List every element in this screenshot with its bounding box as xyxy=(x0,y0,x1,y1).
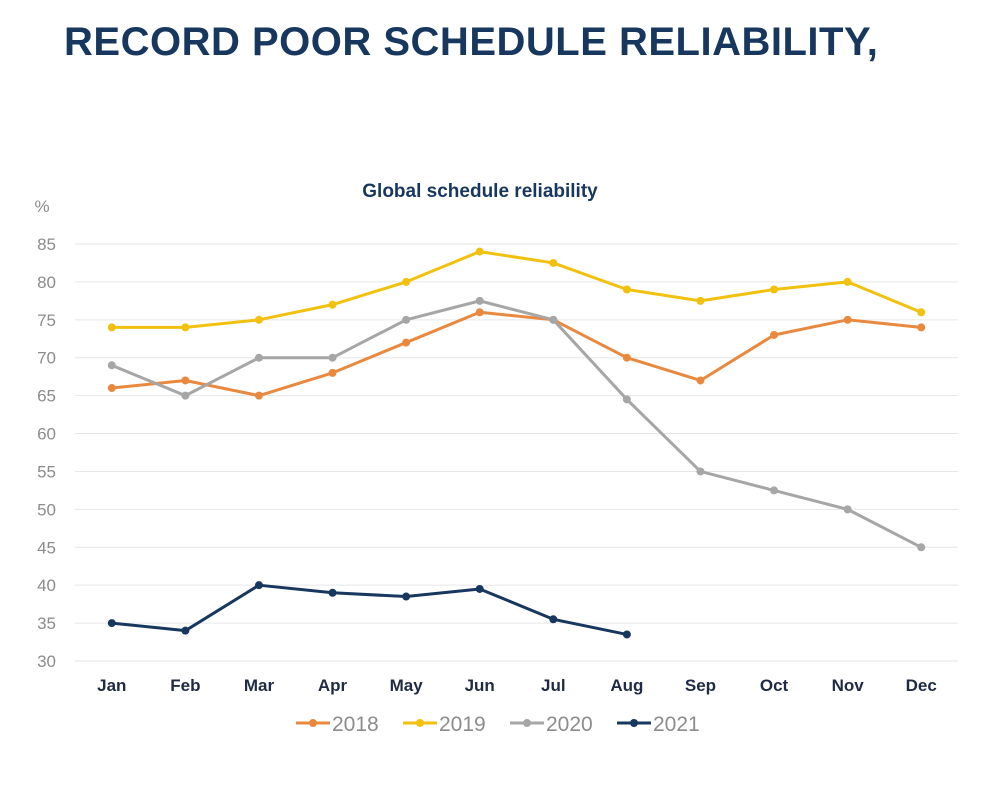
data-point xyxy=(107,323,116,332)
y-tick-label: 65 xyxy=(37,387,56,406)
data-point xyxy=(181,626,190,635)
legend-item-2019: 2019 xyxy=(403,713,486,736)
data-point xyxy=(254,391,263,400)
x-tick-label: Nov xyxy=(832,676,865,695)
gridlines xyxy=(75,243,958,662)
data-point xyxy=(622,285,631,294)
legend-label: 2021 xyxy=(653,713,700,736)
y-tick-label: 45 xyxy=(37,538,56,557)
series-2019 xyxy=(107,247,926,332)
data-point xyxy=(402,277,411,286)
y-axis-ticks: 30 35 40 45 50 55 60 65 70 75 80 85 xyxy=(37,235,56,671)
data-point xyxy=(475,584,484,593)
y-tick-label: 75 xyxy=(37,311,56,330)
legend-item-2020: 2020 xyxy=(510,713,593,736)
x-axis-ticks: Jan Feb Mar Apr May Jun Jul Aug Sep Oct Nov Dec xyxy=(97,676,937,695)
data-point xyxy=(770,486,779,495)
legend-item-2018: 2018 xyxy=(296,713,379,736)
data-point xyxy=(254,353,263,362)
data-point xyxy=(549,615,558,624)
data-point xyxy=(917,543,926,552)
data-point xyxy=(843,505,852,514)
legend-marker xyxy=(416,719,424,727)
data-point xyxy=(549,315,558,324)
legend-label: 2020 xyxy=(546,713,593,736)
y-axis-unit-label: % xyxy=(34,197,49,216)
x-tick-label: Jul xyxy=(541,676,566,695)
x-tick-label: Mar xyxy=(244,676,275,695)
data-point xyxy=(622,395,631,404)
legend: 2018 2019 2020 2021 xyxy=(296,713,700,736)
legend-label: 2018 xyxy=(332,713,379,736)
y-tick-label: 55 xyxy=(37,462,56,481)
data-point xyxy=(328,353,337,362)
data-point xyxy=(549,258,558,267)
y-tick-label: 60 xyxy=(37,425,56,444)
data-point xyxy=(402,592,411,601)
x-tick-label: Jun xyxy=(465,676,495,695)
series-2018 xyxy=(107,308,926,400)
data-point xyxy=(843,315,852,324)
data-point xyxy=(107,619,116,628)
data-point xyxy=(328,588,337,597)
data-point xyxy=(696,296,705,305)
series-line-2018 xyxy=(110,310,923,398)
y-tick-label: 35 xyxy=(37,614,56,633)
data-point xyxy=(402,338,411,347)
chart-title: Global schedule reliability xyxy=(362,181,598,202)
x-tick-label: Sep xyxy=(685,676,716,695)
data-point xyxy=(475,296,484,305)
y-tick-label: 40 xyxy=(37,576,56,595)
legend-item-2021: 2021 xyxy=(617,713,700,736)
legend-marker xyxy=(523,719,531,727)
data-point xyxy=(402,315,411,324)
data-point xyxy=(917,308,926,317)
x-tick-label: Aug xyxy=(610,676,643,695)
series-line-2021 xyxy=(110,583,629,636)
legend-marker xyxy=(309,719,317,727)
x-tick-label: Feb xyxy=(170,676,200,695)
data-point xyxy=(696,376,705,385)
data-point xyxy=(254,581,263,590)
data-point xyxy=(107,384,116,393)
data-point xyxy=(770,285,779,294)
x-tick-label: Apr xyxy=(318,676,348,695)
data-point xyxy=(696,467,705,476)
series-lines xyxy=(107,247,926,639)
data-point xyxy=(328,368,337,377)
data-point xyxy=(917,323,926,332)
data-point xyxy=(475,247,484,256)
data-point xyxy=(622,353,631,362)
series-2020 xyxy=(107,296,926,552)
y-tick-label: 50 xyxy=(37,500,56,519)
y-tick-label: 80 xyxy=(37,273,56,292)
data-point xyxy=(181,323,190,332)
data-point xyxy=(107,361,116,370)
series-2021 xyxy=(107,581,631,639)
data-point xyxy=(181,391,190,400)
y-tick-label: 70 xyxy=(37,349,56,368)
data-point xyxy=(328,300,337,309)
x-tick-label: Dec xyxy=(906,676,937,695)
series-line-2020 xyxy=(110,299,923,549)
legend-marker xyxy=(630,719,638,727)
data-point xyxy=(181,376,190,385)
data-point xyxy=(254,315,263,324)
y-tick-label: 85 xyxy=(37,235,56,254)
series-line-2019 xyxy=(110,250,923,329)
data-point xyxy=(622,630,631,639)
data-point xyxy=(770,330,779,339)
x-tick-label: Jan xyxy=(97,676,126,695)
x-tick-label: Oct xyxy=(760,676,789,695)
page-heading: RECORD POOR SCHEDULE RELIABILITY, xyxy=(64,20,879,64)
legend-label: 2019 xyxy=(439,713,486,736)
x-tick-label: May xyxy=(390,676,424,695)
y-tick-label: 30 xyxy=(37,652,56,671)
data-point xyxy=(843,277,852,286)
data-point xyxy=(475,308,484,317)
